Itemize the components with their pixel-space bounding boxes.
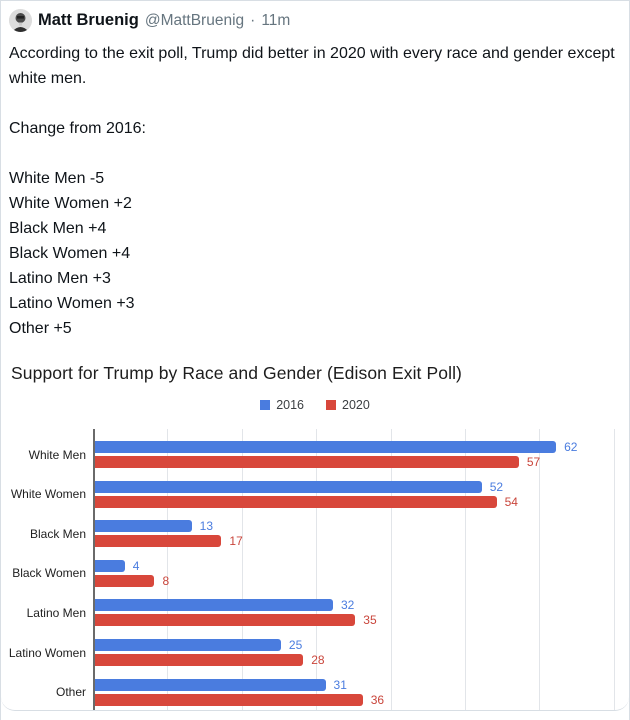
tweet-text-line: White Men -5 xyxy=(9,170,105,187)
chart-plot-area: White Men 62 57 White Women 52 54 Black Men 13 1… xyxy=(9,429,621,710)
bar-2020 xyxy=(95,495,497,508)
gridline xyxy=(464,429,466,710)
tweet-text-line: Other +5 xyxy=(9,320,72,337)
value-label-2020: 57 xyxy=(526,455,541,469)
value-label-2016: 32 xyxy=(340,598,355,613)
value-label-2016: 31 xyxy=(333,677,347,692)
category-label: Black Women xyxy=(12,566,86,581)
tweet-text-line: Change from 2016: xyxy=(9,120,146,137)
bar-2016 xyxy=(95,441,557,453)
tweet-text: According to the exit poll, Trump did be… xyxy=(9,41,615,341)
chart-title: Support for Trump by Race and Gender (Ed… xyxy=(11,363,462,383)
value-label-2020: 35 xyxy=(363,613,377,628)
gridline xyxy=(390,429,392,710)
value-label-2016: 13 xyxy=(199,519,214,534)
tweet-header: Matt Bruenig @MattBruenig · 11m xyxy=(9,9,619,32)
user-handle[interactable]: @MattBruenig xyxy=(144,11,245,29)
y-axis-line xyxy=(93,429,95,710)
bar-2020 xyxy=(95,693,363,706)
value-label-2020: 28 xyxy=(311,653,325,667)
tweet-text-line xyxy=(9,141,615,166)
tweet-text-line: Black Men +4 xyxy=(9,220,107,237)
legend-item: 2020 xyxy=(326,398,370,412)
bar-2020 xyxy=(95,654,304,666)
bar-2016 xyxy=(95,480,482,493)
tweet-text-line: According to the exit poll, Trump did be… xyxy=(9,45,615,87)
tweet-text-line xyxy=(9,91,615,116)
bar-2020 xyxy=(95,614,356,627)
bar-2020 xyxy=(95,535,222,548)
category-label: Latino Women xyxy=(8,645,86,660)
value-label-2020: 54 xyxy=(504,494,518,509)
gridline xyxy=(316,429,318,710)
category-label: Other xyxy=(55,685,86,700)
bar-2016 xyxy=(95,559,125,572)
display-name[interactable]: Matt Bruenig xyxy=(38,11,139,29)
value-label-2016: 52 xyxy=(489,479,504,494)
separator-dot: · xyxy=(250,11,256,29)
category-label: White Women xyxy=(10,487,86,502)
legend-label: 2020 xyxy=(342,398,370,412)
value-label-2020: 17 xyxy=(229,534,243,549)
value-label-2016: 4 xyxy=(132,558,140,573)
avatar[interactable] xyxy=(9,9,32,32)
bar-2016 xyxy=(95,678,326,691)
category-label: Latino Men xyxy=(26,605,86,620)
tweet-text-line: Black Women +4 xyxy=(9,245,131,262)
bar-2016 xyxy=(95,599,333,612)
tweet-text-line: White Women +2 xyxy=(9,195,132,212)
legend-swatch-icon xyxy=(260,400,271,410)
tweet-text-line: Latino Men +3 xyxy=(9,270,111,287)
bar-2020 xyxy=(95,574,155,587)
gridline xyxy=(167,429,169,710)
gridline xyxy=(241,429,243,710)
timestamp[interactable]: 11m xyxy=(261,11,291,29)
category-label: White Men xyxy=(28,447,86,462)
legend-label: 2016 xyxy=(276,398,304,412)
value-label-2020: 8 xyxy=(162,573,170,588)
bar-2016 xyxy=(95,639,281,651)
chart-legend: 2016 2020 xyxy=(1,398,629,412)
bar-2020 xyxy=(95,456,519,468)
chart-attachment-card[interactable]: Support for Trump by Race and Gender (Ed… xyxy=(1,353,629,711)
tweet-text-line: Latino Women +3 xyxy=(9,295,135,312)
value-label-2016: 25 xyxy=(288,638,303,652)
category-label: Black Men xyxy=(29,526,86,541)
value-label-2016: 62 xyxy=(564,440,578,454)
legend-item: 2016 xyxy=(260,398,304,412)
gridline xyxy=(613,429,615,710)
value-label-2020: 36 xyxy=(370,692,385,707)
gridline xyxy=(539,429,541,710)
bar-2016 xyxy=(95,520,192,533)
legend-swatch-icon xyxy=(326,400,336,410)
